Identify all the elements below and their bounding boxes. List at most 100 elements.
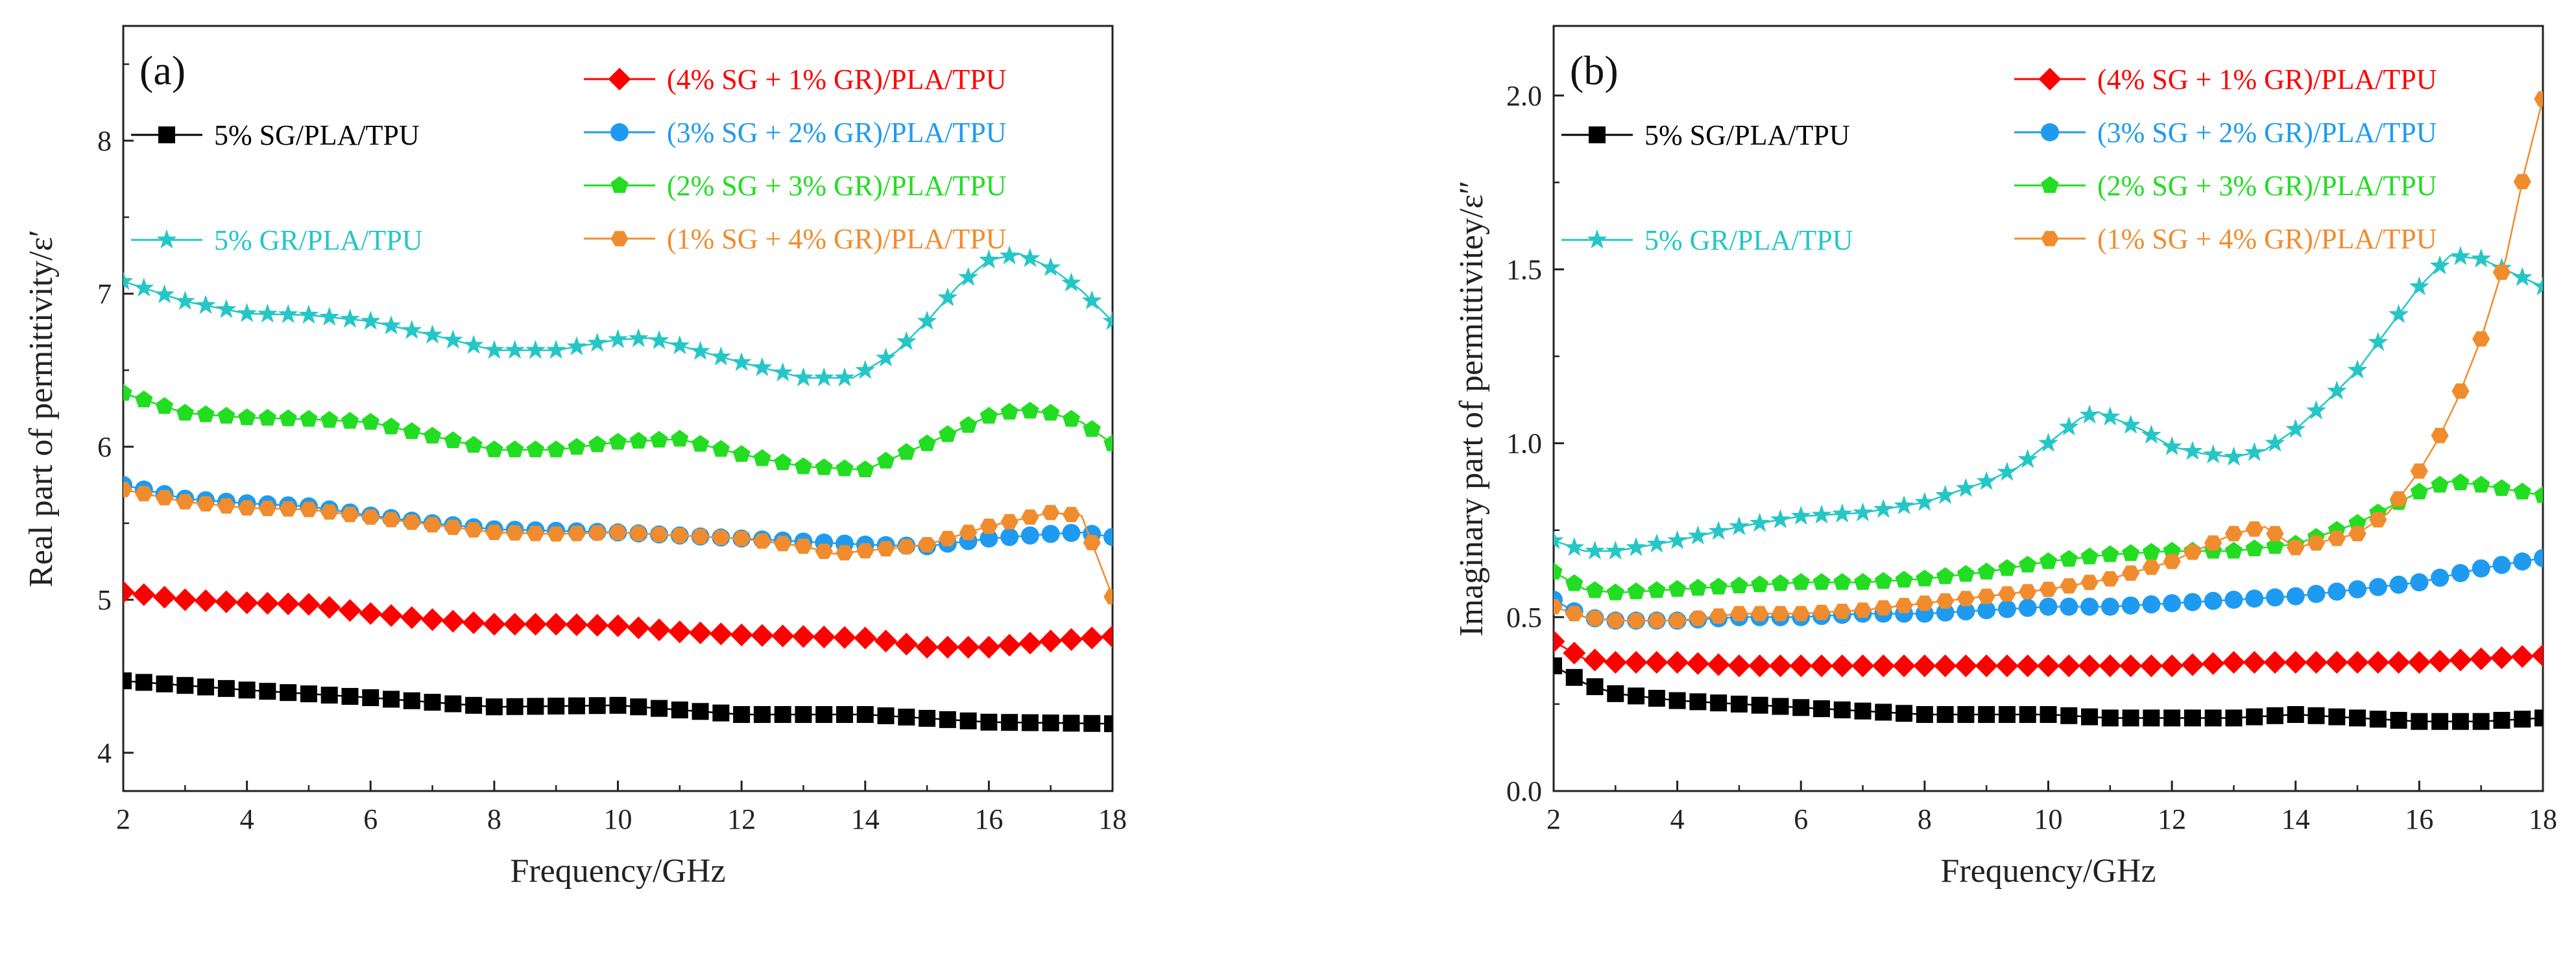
data-point (2100, 406, 2121, 426)
legend-marker (2041, 231, 2059, 246)
data-point (712, 440, 730, 457)
data-point (2081, 708, 2099, 726)
data-point (1103, 528, 1113, 547)
data-point (1081, 290, 1102, 310)
data-point (423, 517, 442, 533)
data-point (753, 449, 771, 466)
data-point (1083, 420, 1101, 437)
data-point (300, 410, 318, 427)
data-point (1627, 582, 1645, 600)
data-point (2287, 706, 2304, 723)
data-point (402, 320, 422, 339)
data-point (980, 529, 998, 548)
data-point (1812, 604, 1831, 620)
legend-marker (2038, 67, 2062, 91)
x-tick-label: 10 (604, 803, 632, 835)
data-point (1554, 630, 1565, 653)
data-point (2389, 575, 2408, 594)
data-point (1020, 248, 1041, 267)
data-point (1914, 491, 1935, 511)
data-point (235, 591, 259, 615)
data-point (2181, 653, 2204, 676)
data-point (276, 592, 300, 615)
legend-label: 5% SG/PLA/TPU (214, 119, 420, 151)
data-point (2036, 654, 2060, 678)
data-point (877, 707, 895, 724)
data-point (774, 453, 792, 470)
data-point (173, 588, 197, 611)
data-point (2058, 416, 2079, 436)
data-point (2472, 559, 2490, 578)
data-point (608, 432, 627, 450)
data-point (421, 608, 444, 632)
data-point (2263, 650, 2287, 674)
series-1-sg-4-gr-pla-tpu (123, 482, 1113, 605)
data-point (297, 593, 320, 616)
data-point (1605, 540, 1626, 560)
data-point (444, 519, 462, 536)
data-point (2366, 650, 2390, 674)
data-point (773, 362, 793, 382)
data-point (2244, 442, 2265, 462)
data-point (300, 685, 317, 703)
data-point (588, 435, 607, 453)
data-point (1554, 657, 1562, 674)
data-point (2450, 246, 2471, 265)
legend-label: 5% GR/PLA/TPU (214, 224, 422, 256)
data-point (834, 367, 855, 386)
data-point (2101, 545, 2119, 562)
data-point (918, 434, 936, 451)
data-point (1041, 257, 1061, 276)
data-point (197, 678, 215, 696)
data-point (383, 691, 400, 708)
data-point (771, 624, 795, 648)
data-point (2390, 491, 2408, 507)
data-point (1021, 714, 1039, 731)
data-point (217, 679, 235, 697)
data-point (2204, 709, 2222, 727)
data-point (506, 698, 524, 715)
data-point (547, 526, 565, 542)
data-point (2428, 650, 2451, 673)
data-point (1998, 586, 2016, 602)
data-point (895, 632, 918, 656)
data-point (2325, 650, 2348, 674)
data-point (360, 311, 381, 330)
data-point (2307, 535, 2326, 551)
data-point (361, 412, 379, 430)
data-point (2204, 591, 2222, 610)
data-point (2369, 512, 2387, 528)
y-tick-label: 4 (97, 737, 112, 769)
data-point (2493, 711, 2510, 729)
x-tick-label: 14 (851, 803, 880, 835)
data-point (237, 303, 258, 322)
data-point (258, 408, 276, 426)
data-point (546, 340, 566, 359)
data-point (1874, 600, 1892, 616)
chart-panel-b: 2 4 6 8 10 12 14 16 18 0.0 0.5 1.0 1.5 2.0 Frequency/G… (1453, 25, 2557, 890)
data-point (1059, 628, 1083, 651)
legend-marker (2041, 176, 2059, 193)
data-point (2348, 580, 2367, 598)
data-point (793, 367, 813, 386)
data-point (2224, 446, 2244, 466)
data-point (2101, 597, 2119, 616)
data-point (815, 706, 833, 723)
data-point (836, 545, 854, 561)
data-point (1730, 576, 1748, 594)
data-point (959, 525, 978, 540)
data-point (463, 335, 484, 354)
data-point (135, 390, 153, 408)
data-point (2286, 587, 2305, 606)
data-point (505, 340, 525, 359)
data-point (980, 518, 998, 534)
data-point (1080, 626, 1103, 650)
legend-entry-3-sg-2-gr-pla-tpu: (3% SG + 2% GR)/PLA/TPU (584, 117, 1007, 148)
data-point (525, 340, 546, 359)
data-point (424, 427, 442, 443)
data-point (1627, 613, 1645, 628)
legend-marker (610, 231, 629, 246)
data-point (197, 496, 215, 512)
data-point (238, 408, 256, 425)
data-point (2265, 432, 2285, 452)
